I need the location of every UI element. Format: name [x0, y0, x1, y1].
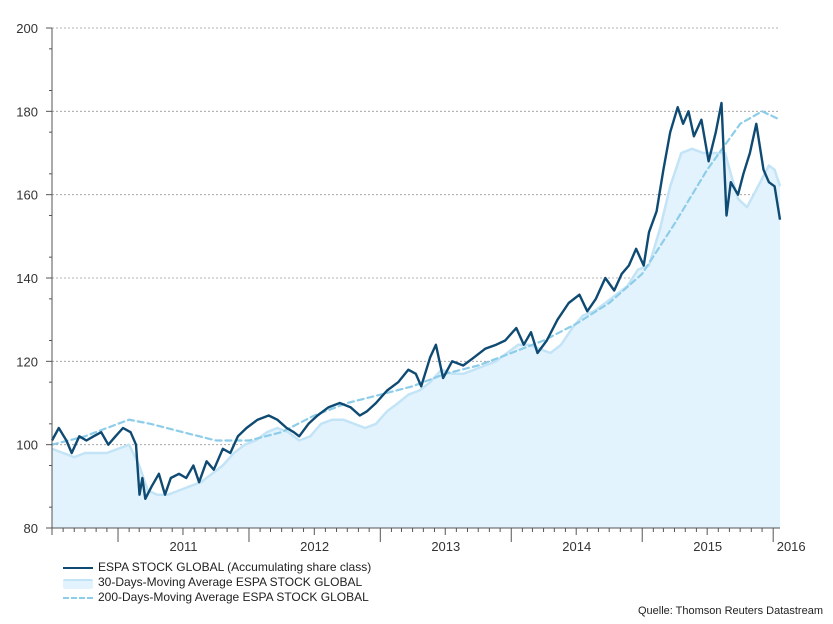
legend-swatch-solid-line: [62, 562, 94, 574]
x-tick-label-2015: 2015: [693, 539, 722, 554]
x-axis-ticks: 2011 2012 2013 2014 2015 2016: [51, 528, 806, 554]
ma30-line: [51, 147, 782, 496]
y-tick-label-200: 200: [16, 21, 38, 36]
legend-label-ma200: 200-Days-Moving Average ESPA STOCK GLOBA…: [98, 590, 369, 604]
legend-item-price: ESPA STOCK GLOBAL (Accumulating share cl…: [62, 560, 371, 575]
y-tick-label-100: 100: [16, 438, 38, 453]
legend-swatch-area: [62, 577, 94, 589]
price-line: [50, 101, 782, 500]
legend-label-price: ESPA STOCK GLOBAL (Accumulating share cl…: [98, 560, 372, 574]
legend-item-ma200: 200-Days-Moving Average ESPA STOCK GLOBA…: [62, 590, 371, 605]
ma30-area-fill: [52, 148, 780, 529]
y-tick-label-160: 160: [16, 188, 38, 203]
ma200-dashed-line: [50, 110, 782, 446]
legend-label-ma30: 30-Days-Moving Average ESPA STOCK GLOBAL: [98, 575, 363, 589]
ma200-line-series: [50, 110, 782, 446]
price-line-series: [50, 101, 782, 500]
source-note: Quelle: Thomson Reuters Datastream: [637, 605, 823, 617]
x-tick-label-2013: 2013: [431, 539, 460, 554]
x-tick-label-2012: 2012: [300, 539, 329, 554]
x-tick-label-2011: 2011: [170, 539, 198, 554]
y-tick-label-120: 120: [16, 354, 38, 369]
y-tick-label-80: 80: [24, 521, 38, 536]
x-tick-label-2016: 2016: [777, 539, 806, 554]
legend-item-ma30: 30-Days-Moving Average ESPA STOCK GLOBAL: [62, 575, 371, 590]
y-tick-label-180: 180: [16, 104, 38, 119]
x-tick-label-2014: 2014: [562, 539, 591, 554]
y-axis-ticks: 80 100 120 140 160 180 200: [16, 21, 52, 536]
y-tick-label-140: 140: [16, 271, 38, 286]
legend-swatch-dashed-line: [62, 592, 94, 604]
legend: ESPA STOCK GLOBAL (Accumulating share cl…: [62, 560, 371, 605]
ma30-area-series: [51, 147, 782, 529]
